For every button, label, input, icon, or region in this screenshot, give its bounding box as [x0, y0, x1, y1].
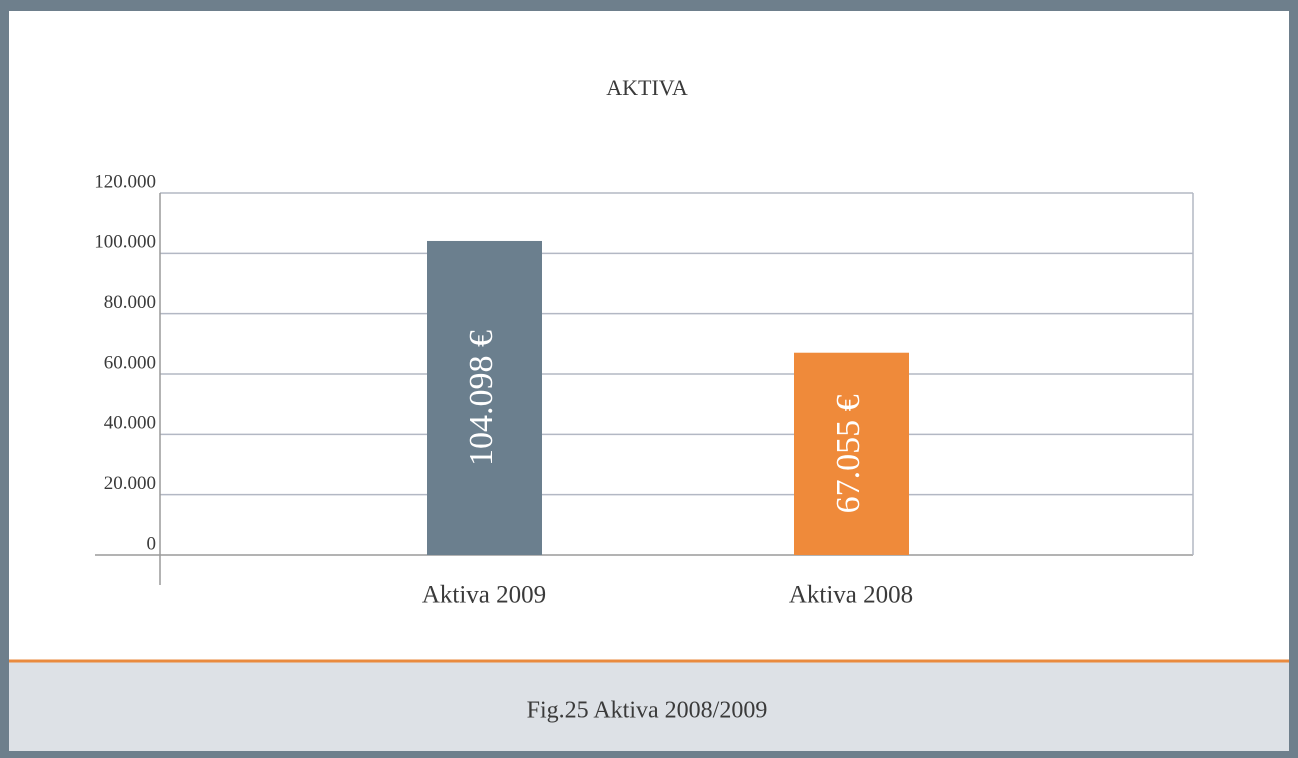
- x-tick-label: Aktiva 2008: [789, 582, 913, 609]
- bar: [427, 240, 542, 555]
- y-tick-label: 60.000: [104, 352, 156, 373]
- y-tick-label: 20.000: [104, 473, 156, 494]
- panel: [9, 11, 1289, 661]
- y-tick-label: 120.000: [94, 171, 156, 192]
- y-tick-label: 40.000: [104, 413, 156, 434]
- chart-title: AKTIVA: [606, 75, 688, 100]
- y-tick-label: 100.000: [94, 232, 156, 253]
- data-label: 67.055 €: [830, 394, 867, 513]
- y-tick-label: 0: [147, 533, 157, 554]
- y-tick-label: 80.000: [104, 292, 156, 313]
- caption-panel: [9, 661, 1289, 751]
- bar: [794, 352, 909, 555]
- caption: Fig.25 Aktiva 2008/2009: [527, 698, 768, 724]
- data-label: 104.098 €: [463, 330, 500, 466]
- x-tick-label: Aktiva 2009: [422, 582, 546, 609]
